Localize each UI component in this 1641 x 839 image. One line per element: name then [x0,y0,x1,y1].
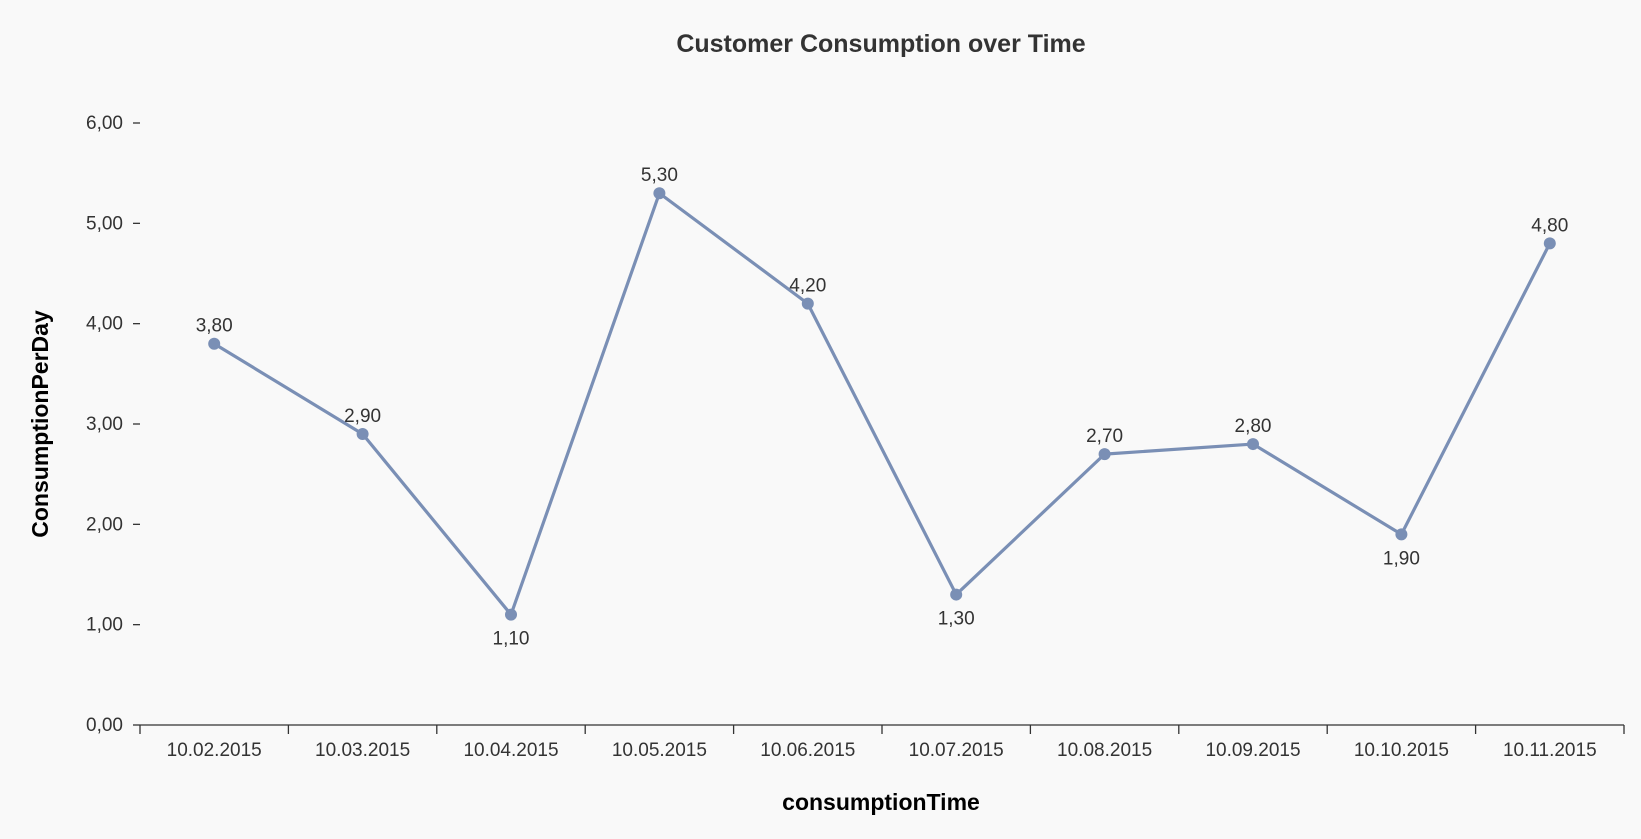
y-tick-label: 2,00 [86,514,123,535]
data-label: 1,90 [1383,548,1420,569]
x-axis: 10.02.2015 10.03.2015 10.04.2015 10.05.2015… [139,724,1625,761]
data-point[interactable] [208,337,221,350]
data-label: 5,30 [641,165,678,186]
data-point[interactable] [505,608,517,621]
y-tick-label: 0,00 [86,715,123,736]
y-axis: 0,00 1,00 2,00 3,00 4,00 5,00 6,00 [86,113,140,736]
data-point[interactable] [1543,237,1556,250]
x-tick-label: 10.10.2015 [1354,740,1449,761]
data-label: 1,10 [493,629,530,650]
x-tick-label: 10.02.2015 [167,740,262,761]
data-label: 3,80 [196,316,233,337]
data-label: 2,90 [344,406,381,427]
series-line [213,191,1552,617]
x-tick-label: 10.11.2015 [1503,740,1597,761]
x-axis-title: consumptionTime [782,789,980,815]
chart-title: Customer Consumption over Time [676,30,1085,58]
y-tick-label: 4,00 [86,314,123,335]
y-axis-title: ConsumptionPerDay [27,310,53,538]
data-point[interactable] [801,297,814,310]
x-tick-label: 10.06.2015 [760,740,855,761]
series-layer [208,187,1556,621]
data-point[interactable] [1098,448,1111,461]
y-tick-label: 6,00 [86,113,123,134]
data-label: 4,80 [1531,215,1568,236]
data-label: 2,80 [1235,416,1272,437]
x-tick-label: 10.04.2015 [463,740,558,761]
data-labels-layer: 3,80 2,90 1,10 5,30 4,20 1,30 2,70 2,80 1,90 4,80 [196,165,1569,649]
y-tick-label: 5,00 [86,213,123,234]
y-tick-label: 1,00 [86,615,123,636]
data-point[interactable] [653,187,666,200]
data-label: 2,70 [1086,426,1123,447]
y-tick-label: 3,00 [86,414,123,435]
x-tick-label: 10.09.2015 [1205,740,1300,761]
x-tick-label: 10.05.2015 [612,740,707,761]
data-label: 4,20 [789,276,826,297]
x-tick-label: 10.07.2015 [909,740,1004,761]
data-point[interactable] [356,428,369,441]
data-point[interactable] [950,588,963,601]
data-point[interactable] [1247,438,1259,451]
data-point[interactable] [1395,528,1408,541]
x-tick-label: 10.08.2015 [1057,740,1152,761]
data-label: 1,30 [938,609,975,630]
x-tick-label: 10.03.2015 [315,740,410,761]
